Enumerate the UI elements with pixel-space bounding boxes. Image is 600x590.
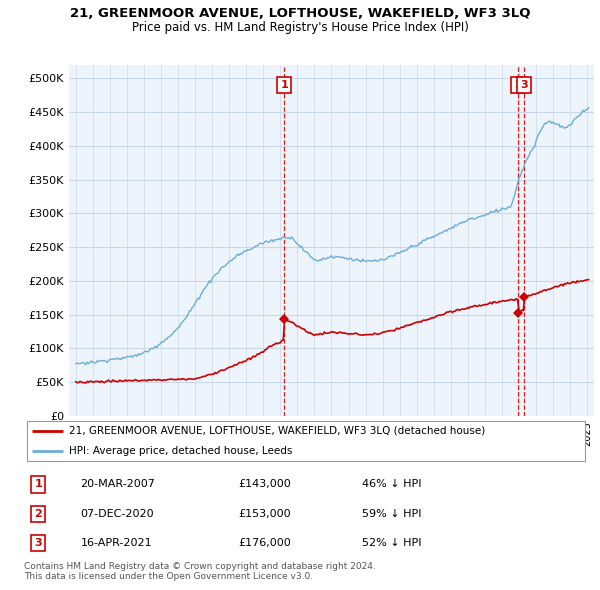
Text: 1: 1 — [34, 480, 42, 489]
Text: 1: 1 — [280, 80, 288, 90]
Text: 59% ↓ HPI: 59% ↓ HPI — [362, 509, 422, 519]
Text: Price paid vs. HM Land Registry's House Price Index (HPI): Price paid vs. HM Land Registry's House … — [131, 21, 469, 34]
Text: 16-APR-2021: 16-APR-2021 — [80, 538, 152, 548]
Text: 52% ↓ HPI: 52% ↓ HPI — [362, 538, 422, 548]
Text: 21, GREENMOOR AVENUE, LOFTHOUSE, WAKEFIELD, WF3 3LQ: 21, GREENMOOR AVENUE, LOFTHOUSE, WAKEFIE… — [70, 7, 530, 20]
Text: 46% ↓ HPI: 46% ↓ HPI — [362, 480, 422, 489]
Text: 2: 2 — [514, 80, 522, 90]
Text: 07-DEC-2020: 07-DEC-2020 — [80, 509, 154, 519]
Text: 21, GREENMOOR AVENUE, LOFTHOUSE, WAKEFIELD, WF3 3LQ (detached house): 21, GREENMOOR AVENUE, LOFTHOUSE, WAKEFIE… — [69, 426, 485, 436]
Text: £153,000: £153,000 — [238, 509, 291, 519]
Text: HPI: Average price, detached house, Leeds: HPI: Average price, detached house, Leed… — [69, 446, 292, 456]
Text: 3: 3 — [520, 80, 528, 90]
Text: £143,000: £143,000 — [238, 480, 291, 489]
Text: 3: 3 — [34, 538, 42, 548]
Text: 20-MAR-2007: 20-MAR-2007 — [80, 480, 155, 489]
Text: £176,000: £176,000 — [238, 538, 291, 548]
Text: Contains HM Land Registry data © Crown copyright and database right 2024.
This d: Contains HM Land Registry data © Crown c… — [24, 562, 376, 581]
Text: 2: 2 — [34, 509, 42, 519]
FancyBboxPatch shape — [27, 421, 585, 461]
